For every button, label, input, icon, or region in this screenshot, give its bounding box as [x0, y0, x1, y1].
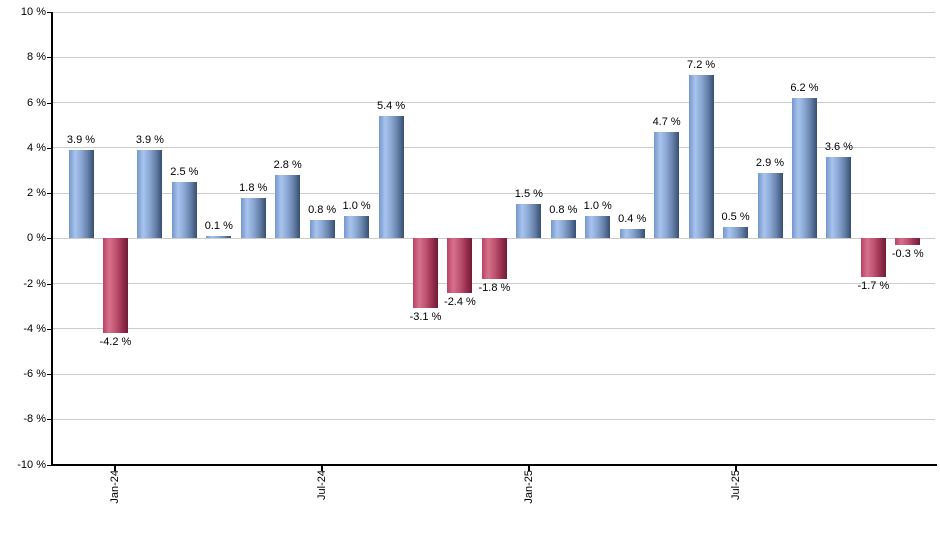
y-axis-label: -2 %	[23, 277, 46, 290]
bar	[688, 75, 714, 239]
bar-value-label: -4.2 %	[99, 336, 132, 349]
bar-value-label: 0.4 %	[618, 213, 647, 226]
x-axis-label: Jul-25	[729, 470, 742, 500]
bar-value-label: -0.3 %	[891, 248, 924, 261]
bar	[378, 116, 404, 239]
y-axis-line	[51, 12, 53, 465]
gridline	[52, 56, 935, 58]
bar	[619, 229, 645, 239]
y-tick-mark	[47, 238, 51, 240]
bar-value-label: -2.4 %	[444, 295, 476, 308]
bar-value-label: 1.5 %	[514, 188, 543, 201]
bar-value-label: 3.9 %	[66, 134, 96, 146]
bar	[171, 181, 197, 239]
gridline	[52, 328, 935, 330]
y-tick-mark	[47, 328, 51, 330]
bar-value-label: -1.8 %	[478, 281, 511, 294]
bar	[723, 226, 749, 239]
bar-value-label: 5.4 %	[376, 100, 406, 113]
x-tick-mark	[114, 464, 117, 471]
bar	[344, 215, 370, 239]
bar	[413, 238, 438, 309]
bar	[206, 235, 232, 239]
y-axis-label: 4 %	[27, 141, 46, 154]
y-tick-mark	[47, 374, 51, 375]
y-tick-mark	[47, 464, 51, 466]
bar-value-label: 0.5 %	[721, 210, 750, 223]
y-axis-label: -6 %	[23, 368, 46, 380]
y-axis-label: -8 %	[23, 413, 46, 426]
bar	[68, 150, 94, 239]
x-tick-mark	[321, 464, 324, 471]
y-axis-label: 8 %	[27, 51, 46, 64]
bar	[102, 238, 128, 334]
gridline	[52, 418, 935, 420]
y-axis-label: 2 %	[27, 187, 46, 199]
bar	[654, 131, 680, 239]
bar	[826, 156, 852, 239]
y-axis-label: -4 %	[23, 322, 46, 335]
y-tick-mark	[47, 283, 51, 285]
x-tick-mark	[527, 464, 530, 471]
bar	[447, 238, 473, 293]
bar	[481, 238, 507, 279]
bar	[895, 238, 921, 246]
bar-value-label: -3.1 %	[409, 311, 442, 324]
y-tick-mark	[47, 102, 51, 104]
bar	[550, 220, 576, 239]
x-axis-label: Jan-24	[109, 470, 122, 504]
x-tick-mark	[734, 464, 737, 471]
y-tick-mark	[47, 419, 51, 421]
bar	[309, 220, 335, 239]
gridline	[52, 283, 935, 284]
bar	[240, 197, 266, 239]
y-tick-mark	[47, 193, 51, 194]
bar-value-label: 2.9 %	[755, 156, 785, 169]
bar-value-label: 2.5 %	[170, 165, 199, 178]
bar-value-label: 1.0 %	[583, 199, 612, 212]
bar-value-label: 0.8 %	[308, 204, 337, 217]
bar-value-label: 0.1 %	[204, 219, 233, 232]
bar	[516, 204, 542, 239]
y-tick-mark	[47, 12, 51, 13]
y-tick-mark	[47, 147, 51, 149]
x-axis-label: Jan-25	[522, 470, 535, 504]
gridline	[52, 102, 935, 103]
bar-value-label: 1.8 %	[239, 181, 268, 194]
bar-value-label: 1.0 %	[342, 199, 371, 212]
y-axis-label: -10 %	[17, 458, 46, 471]
bar-value-label: 7.2 %	[687, 59, 716, 72]
bar	[757, 172, 783, 239]
y-tick-mark	[47, 57, 51, 59]
bar-value-label: -1.7 %	[857, 279, 890, 292]
gridline	[52, 192, 935, 194]
bar	[791, 97, 817, 239]
x-axis-label: Jul-24	[316, 470, 329, 500]
bar-value-label: 0.8 %	[549, 204, 578, 217]
x-axis-line	[51, 464, 937, 466]
bar	[585, 215, 611, 239]
bar-value-label: 3.6 %	[824, 140, 853, 153]
gridline	[52, 147, 935, 149]
gridline	[52, 11, 935, 13]
bar-value-label: 4.7 %	[652, 115, 681, 128]
bar	[275, 174, 301, 239]
gridline	[52, 373, 935, 375]
bar-value-label: 3.9 %	[135, 134, 164, 146]
bar	[860, 238, 886, 277]
bar	[137, 150, 163, 239]
bar-value-label: 6.2 %	[790, 81, 819, 94]
y-axis-label: 10 %	[20, 6, 46, 18]
y-axis-label: 0 %	[27, 232, 46, 245]
bar-value-label: 2.8 %	[273, 158, 302, 171]
y-axis-label: 6 %	[27, 96, 46, 109]
